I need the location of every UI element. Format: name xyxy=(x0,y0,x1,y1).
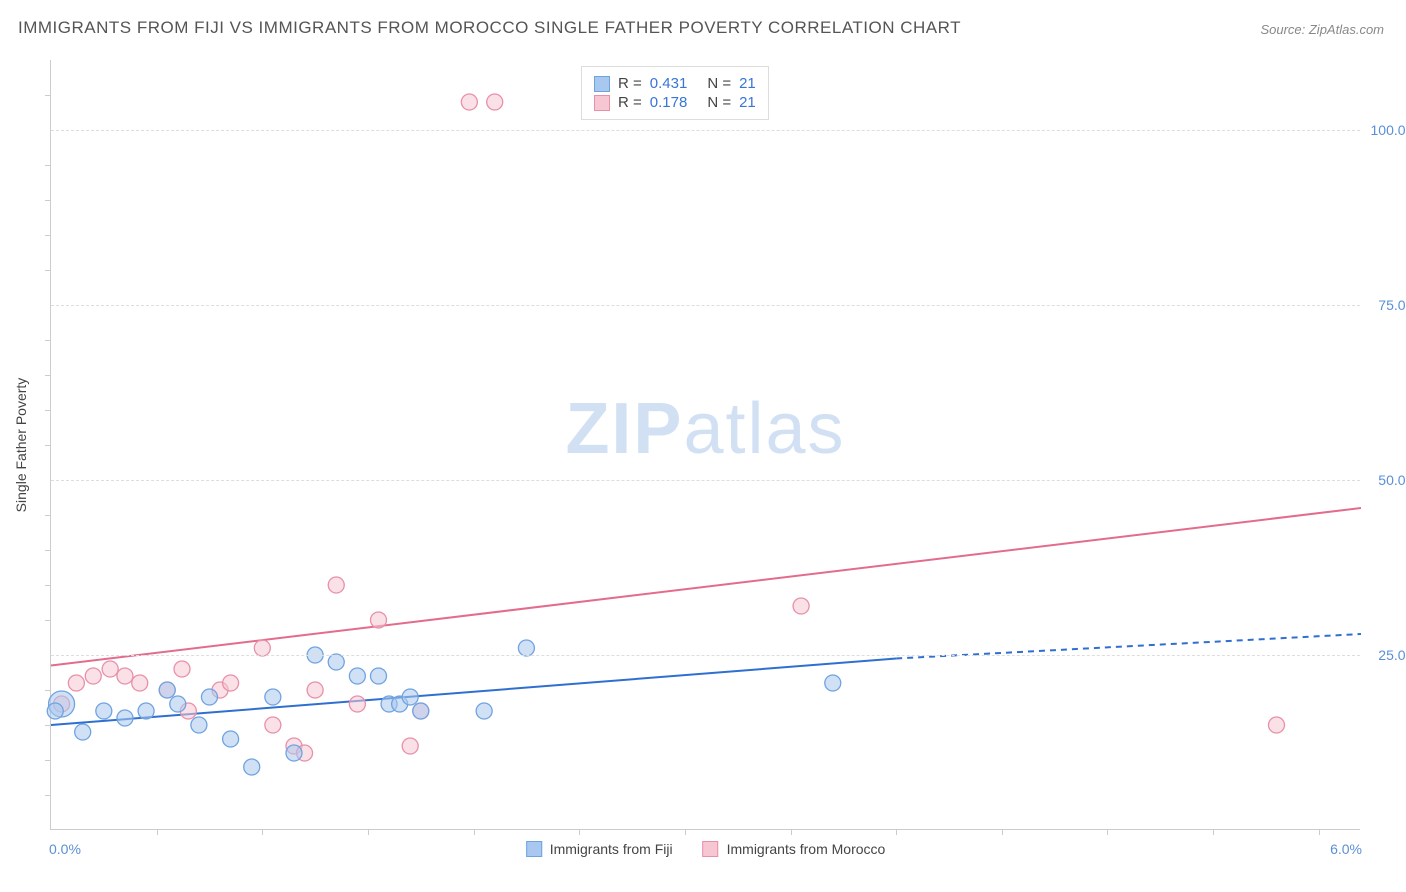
point-fiji xyxy=(371,668,387,684)
x-tick xyxy=(1002,829,1003,835)
point-fiji xyxy=(138,703,154,719)
y-minor-tick xyxy=(45,95,51,96)
point-morocco xyxy=(117,668,133,684)
x-tick xyxy=(896,829,897,835)
point-morocco xyxy=(487,94,503,110)
y-minor-tick xyxy=(45,375,51,376)
point-fiji xyxy=(75,724,91,740)
y-minor-tick xyxy=(45,200,51,201)
point-morocco xyxy=(402,738,418,754)
x-tick xyxy=(1319,829,1320,835)
point-fiji xyxy=(47,703,63,719)
chart-title: IMMIGRANTS FROM FIJI VS IMMIGRANTS FROM … xyxy=(18,18,961,38)
y-minor-tick xyxy=(45,235,51,236)
point-morocco xyxy=(265,717,281,733)
point-fiji xyxy=(244,759,260,775)
point-morocco xyxy=(328,577,344,593)
point-morocco xyxy=(793,598,809,614)
point-morocco xyxy=(132,675,148,691)
point-fiji xyxy=(349,668,365,684)
gridline xyxy=(51,655,1360,656)
y-minor-tick xyxy=(45,725,51,726)
legend-item-morocco: Immigrants from Morocco xyxy=(703,841,886,857)
point-morocco xyxy=(371,612,387,628)
point-morocco xyxy=(174,661,190,677)
y-minor-tick xyxy=(45,690,51,691)
point-fiji xyxy=(476,703,492,719)
point-fiji xyxy=(96,703,112,719)
x-tick xyxy=(579,829,580,835)
x-tick xyxy=(368,829,369,835)
point-fiji xyxy=(518,640,534,656)
legend-label-morocco: Immigrants from Morocco xyxy=(727,841,886,857)
x-tick xyxy=(262,829,263,835)
x-tick xyxy=(791,829,792,835)
point-morocco xyxy=(307,682,323,698)
point-fiji xyxy=(402,689,418,705)
y-minor-tick xyxy=(45,165,51,166)
point-morocco xyxy=(223,675,239,691)
y-minor-tick xyxy=(45,515,51,516)
point-morocco xyxy=(254,640,270,656)
point-fiji xyxy=(170,696,186,712)
source-attribution: Source: ZipAtlas.com xyxy=(1260,22,1384,37)
legend-item-fiji: Immigrants from Fiji xyxy=(526,841,673,857)
point-fiji xyxy=(117,710,133,726)
y-minor-tick xyxy=(45,620,51,621)
chart-svg xyxy=(51,60,1360,829)
x-axis-label-min: 0.0% xyxy=(49,841,81,857)
y-axis-title: Single Father Poverty xyxy=(13,377,29,512)
gridline xyxy=(51,305,1360,306)
point-morocco xyxy=(1268,717,1284,733)
swatch-fiji-icon xyxy=(526,841,542,857)
y-minor-tick xyxy=(45,795,51,796)
point-morocco xyxy=(461,94,477,110)
y-tick-label: 25.0% xyxy=(1378,647,1406,663)
point-fiji xyxy=(265,689,281,705)
swatch-morocco-icon xyxy=(703,841,719,857)
point-fiji xyxy=(191,717,207,733)
x-tick xyxy=(157,829,158,835)
y-minor-tick xyxy=(45,410,51,411)
y-minor-tick xyxy=(45,445,51,446)
y-minor-tick xyxy=(45,760,51,761)
trendline-morocco xyxy=(51,508,1361,666)
y-minor-tick xyxy=(45,340,51,341)
gridline xyxy=(51,130,1360,131)
point-morocco xyxy=(349,696,365,712)
plot-area: Single Father Poverty ZIPatlas R = 0.431… xyxy=(50,60,1360,830)
x-tick xyxy=(1107,829,1108,835)
y-tick-label: 75.0% xyxy=(1378,297,1406,313)
x-tick xyxy=(685,829,686,835)
x-tick xyxy=(1213,829,1214,835)
gridline xyxy=(51,480,1360,481)
point-morocco xyxy=(85,668,101,684)
point-fiji xyxy=(286,745,302,761)
y-minor-tick xyxy=(45,550,51,551)
point-fiji xyxy=(413,703,429,719)
y-tick-label: 100.0% xyxy=(1371,122,1406,138)
x-axis-label-max: 6.0% xyxy=(1330,841,1362,857)
x-tick xyxy=(474,829,475,835)
point-fiji xyxy=(328,654,344,670)
y-tick-label: 50.0% xyxy=(1378,472,1406,488)
series-legend: Immigrants from Fiji Immigrants from Mor… xyxy=(526,841,886,857)
point-morocco xyxy=(68,675,84,691)
point-fiji xyxy=(159,682,175,698)
point-fiji xyxy=(223,731,239,747)
point-fiji xyxy=(201,689,217,705)
point-fiji xyxy=(825,675,841,691)
y-minor-tick xyxy=(45,585,51,586)
legend-label-fiji: Immigrants from Fiji xyxy=(550,841,673,857)
y-minor-tick xyxy=(45,270,51,271)
point-morocco xyxy=(102,661,118,677)
